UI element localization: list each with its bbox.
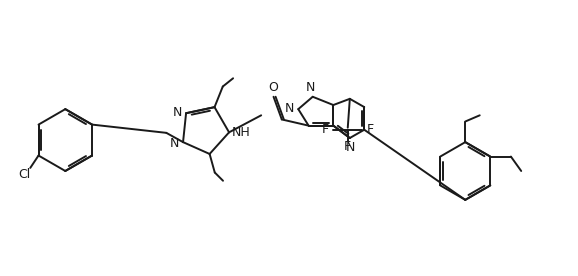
Text: F: F bbox=[321, 123, 329, 136]
Text: F: F bbox=[367, 123, 374, 136]
Text: F: F bbox=[344, 140, 351, 153]
Text: NH: NH bbox=[232, 126, 251, 139]
Text: N: N bbox=[284, 102, 294, 115]
Text: N: N bbox=[173, 106, 183, 119]
Text: Cl: Cl bbox=[18, 168, 30, 181]
Text: N: N bbox=[306, 81, 316, 94]
Text: O: O bbox=[269, 81, 279, 94]
Text: N: N bbox=[346, 141, 355, 154]
Text: N: N bbox=[170, 137, 180, 150]
